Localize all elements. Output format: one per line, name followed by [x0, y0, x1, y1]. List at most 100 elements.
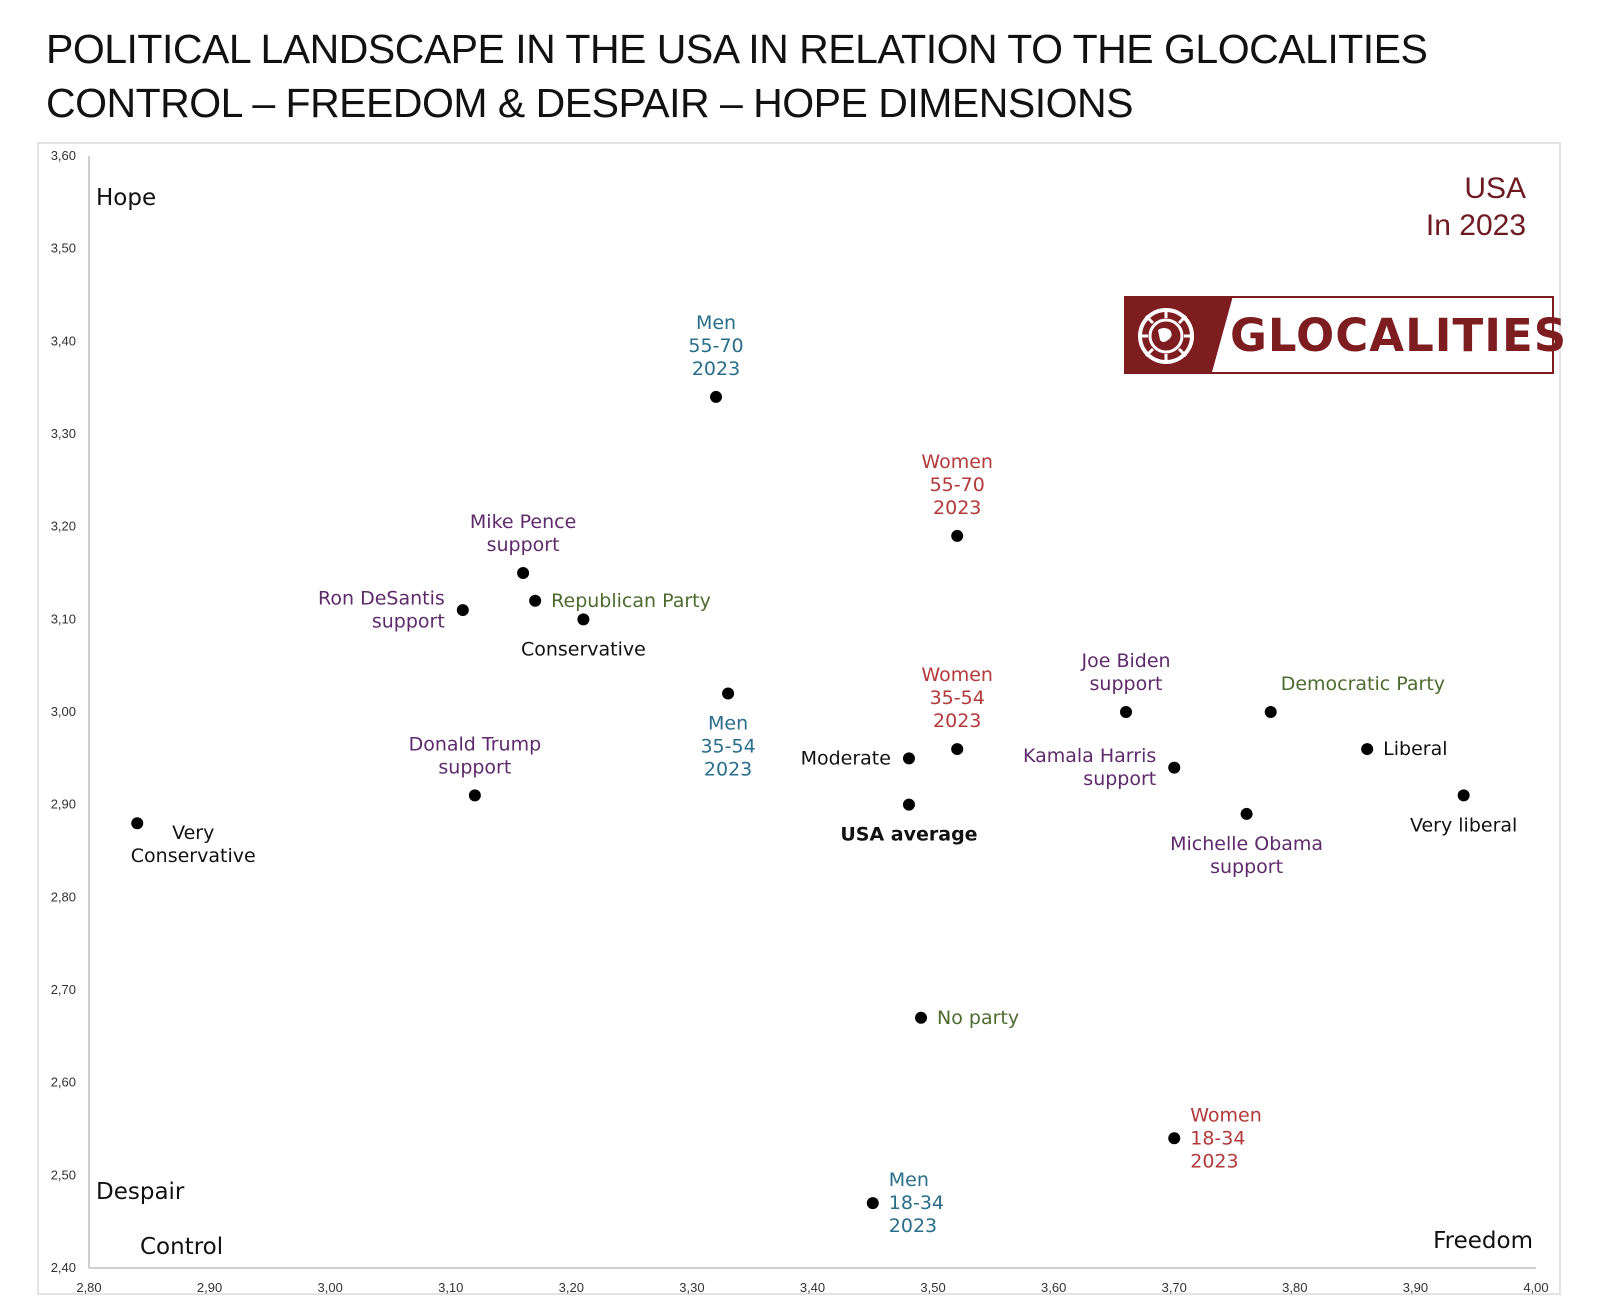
point-label: Michelle Obama — [1170, 833, 1323, 855]
point-marker — [529, 594, 542, 607]
point-marker — [710, 390, 723, 403]
point-marker — [1240, 807, 1253, 820]
point-label: Republican Party — [551, 590, 711, 612]
point-label: Very liberal — [1410, 814, 1517, 836]
plot-frame — [37, 142, 1561, 1295]
point-label: 2023 — [704, 758, 752, 780]
point-label: 55-70 — [688, 335, 743, 357]
logo-wordmark: GLOCALITIES — [1230, 309, 1568, 362]
data-point: Very liberal — [1410, 789, 1517, 836]
axes: 2,80 2,90 3,00 3,10 3,20 3,30 3,40 3,50 3,60 3,70… — [51, 148, 1549, 1295]
x-tick-label: 3,80 — [1282, 1280, 1307, 1295]
point-marker — [468, 789, 481, 802]
x-tick-label: 3,70 — [1162, 1280, 1187, 1295]
title-line-2: CONTROL – FREEDOM & DESPAIR – HOPE DIMEN… — [46, 80, 1133, 126]
x-tick-label: 3,10 — [438, 1280, 463, 1295]
y-tick-label: 3,50 — [51, 241, 76, 256]
point-label: support — [372, 611, 445, 633]
point-label: No party — [937, 1007, 1019, 1029]
point-label: USA average — [840, 824, 977, 846]
point-label: support — [438, 756, 511, 778]
point-label: 2023 — [1190, 1150, 1238, 1172]
point-label: Kamala Harris — [1023, 745, 1156, 767]
x-tick-label: 3,40 — [800, 1280, 825, 1295]
y-tick-label: 3,00 — [51, 704, 76, 719]
point-label: 18-34 — [889, 1192, 944, 1214]
y-tick-label: 2,60 — [51, 1075, 76, 1090]
point-marker — [1457, 789, 1470, 802]
chart-title: POLITICAL LANDSCAPE IN THE USA IN RELATI… — [46, 22, 1566, 130]
y-tick-label: 3,40 — [51, 333, 76, 348]
x-tick-label: 3,60 — [1041, 1280, 1066, 1295]
x-tick-label: 3,20 — [559, 1280, 584, 1295]
y-tick-label: 3,10 — [51, 611, 76, 626]
x-tick-label: 4,00 — [1523, 1280, 1548, 1295]
point-label: 2023 — [933, 497, 981, 519]
globe-compass-icon — [1138, 308, 1194, 364]
freedom-label: Freedom — [1433, 1228, 1533, 1254]
y-tick-label: 2,50 — [51, 1167, 76, 1182]
point-marker — [1120, 706, 1133, 718]
point-label: Men — [696, 312, 736, 334]
data-point: Democratic Party — [1264, 673, 1445, 718]
point-marker — [577, 613, 590, 626]
point-label: Men — [708, 712, 748, 734]
point-label: Mike Pence — [470, 511, 576, 533]
point-label: Women — [921, 451, 993, 473]
point-marker — [456, 604, 469, 617]
badge-country: USA — [1464, 172, 1526, 205]
point-label: 2023 — [889, 1215, 937, 1237]
data-point: Republican Party — [529, 590, 711, 612]
point-label: support — [1090, 673, 1163, 695]
point-label: Women — [1190, 1104, 1262, 1126]
point-label: Ron DeSantis — [318, 588, 445, 610]
x-tick-label: 3,50 — [920, 1280, 945, 1295]
y-tick-label: 3,30 — [51, 426, 76, 441]
point-label: 55-70 — [930, 474, 985, 496]
point-marker — [951, 529, 964, 542]
point-marker — [902, 798, 915, 811]
data-point: Moderate — [801, 747, 915, 769]
point-label: 35-54 — [930, 687, 985, 709]
title-line-1: POLITICAL LANDSCAPE IN THE USA IN RELATI… — [46, 26, 1428, 72]
point-label: 2023 — [692, 358, 740, 380]
point-label: Very — [172, 822, 214, 844]
logo-white-panel — [1212, 298, 1552, 372]
x-tick-label: 3,00 — [318, 1280, 343, 1295]
data-point: Conservative — [521, 613, 646, 660]
point-label: 2023 — [933, 710, 981, 732]
hope-label: Hope — [96, 185, 156, 211]
point-label: Democratic Party — [1281, 673, 1445, 695]
x-tick-label: 2,80 — [76, 1280, 101, 1295]
point-label: 35-54 — [700, 735, 755, 757]
point-marker — [951, 743, 964, 756]
point-label: Liberal — [1383, 738, 1447, 760]
glocalities-logo: GLOCALITIES — [1124, 296, 1566, 374]
despair-label: Despair — [96, 1179, 185, 1205]
point-marker — [902, 752, 915, 765]
y-tick-label: 3,20 — [51, 519, 76, 534]
y-tick-label: 2,90 — [51, 797, 76, 812]
point-marker — [1361, 743, 1374, 756]
point-label: Women — [921, 664, 993, 686]
country-year-badge: USA In 2023 — [1426, 170, 1526, 244]
y-tick-label: 3,60 — [51, 148, 76, 163]
y-tick-label: 2,80 — [51, 889, 76, 904]
data-point: Liberal — [1361, 738, 1448, 760]
data-point: USA average — [840, 798, 978, 846]
point-label: Conservative — [521, 638, 646, 660]
